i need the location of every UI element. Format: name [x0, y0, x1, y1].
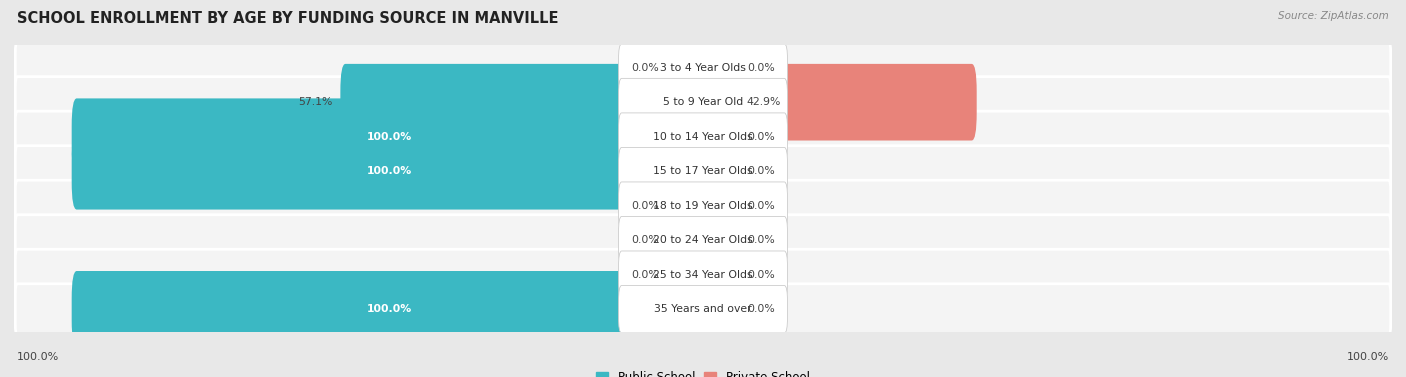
- Text: 0.0%: 0.0%: [747, 304, 775, 314]
- FancyBboxPatch shape: [15, 146, 1391, 197]
- FancyBboxPatch shape: [672, 181, 706, 230]
- FancyBboxPatch shape: [15, 77, 1391, 128]
- FancyBboxPatch shape: [700, 216, 734, 265]
- Text: 0.0%: 0.0%: [631, 235, 659, 245]
- FancyBboxPatch shape: [72, 133, 709, 210]
- FancyBboxPatch shape: [72, 98, 709, 175]
- Text: 0.0%: 0.0%: [747, 270, 775, 280]
- FancyBboxPatch shape: [700, 112, 734, 161]
- FancyBboxPatch shape: [700, 181, 734, 230]
- Text: 100.0%: 100.0%: [1347, 352, 1389, 362]
- Text: 0.0%: 0.0%: [631, 270, 659, 280]
- Text: 10 to 14 Year Olds: 10 to 14 Year Olds: [654, 132, 752, 142]
- Text: 100.0%: 100.0%: [17, 352, 59, 362]
- Text: 5 to 9 Year Old: 5 to 9 Year Old: [662, 97, 744, 107]
- Text: 100.0%: 100.0%: [367, 304, 412, 314]
- FancyBboxPatch shape: [340, 64, 709, 141]
- FancyBboxPatch shape: [619, 285, 787, 333]
- Text: 0.0%: 0.0%: [747, 132, 775, 142]
- FancyBboxPatch shape: [700, 250, 734, 299]
- FancyBboxPatch shape: [72, 271, 709, 348]
- FancyBboxPatch shape: [619, 113, 787, 161]
- FancyBboxPatch shape: [619, 216, 787, 264]
- FancyBboxPatch shape: [15, 111, 1391, 162]
- FancyBboxPatch shape: [15, 180, 1391, 231]
- FancyBboxPatch shape: [672, 216, 706, 265]
- Text: 35 Years and over: 35 Years and over: [654, 304, 752, 314]
- Text: 0.0%: 0.0%: [747, 63, 775, 73]
- FancyBboxPatch shape: [672, 250, 706, 299]
- FancyBboxPatch shape: [700, 147, 734, 196]
- FancyBboxPatch shape: [619, 44, 787, 92]
- FancyBboxPatch shape: [619, 147, 787, 195]
- FancyBboxPatch shape: [619, 251, 787, 299]
- FancyBboxPatch shape: [619, 78, 787, 126]
- Text: 57.1%: 57.1%: [298, 97, 333, 107]
- Text: 18 to 19 Year Olds: 18 to 19 Year Olds: [654, 201, 752, 211]
- Text: 15 to 17 Year Olds: 15 to 17 Year Olds: [654, 166, 752, 176]
- Legend: Public School, Private School: Public School, Private School: [592, 366, 814, 377]
- FancyBboxPatch shape: [619, 182, 787, 230]
- FancyBboxPatch shape: [15, 42, 1391, 93]
- Text: 25 to 34 Year Olds: 25 to 34 Year Olds: [654, 270, 752, 280]
- FancyBboxPatch shape: [697, 64, 977, 141]
- Text: Source: ZipAtlas.com: Source: ZipAtlas.com: [1278, 11, 1389, 21]
- Text: 42.9%: 42.9%: [747, 97, 782, 107]
- FancyBboxPatch shape: [15, 215, 1391, 266]
- FancyBboxPatch shape: [672, 43, 706, 92]
- Text: 20 to 24 Year Olds: 20 to 24 Year Olds: [654, 235, 752, 245]
- FancyBboxPatch shape: [15, 284, 1391, 335]
- Text: SCHOOL ENROLLMENT BY AGE BY FUNDING SOURCE IN MANVILLE: SCHOOL ENROLLMENT BY AGE BY FUNDING SOUR…: [17, 11, 558, 26]
- Text: 0.0%: 0.0%: [747, 235, 775, 245]
- FancyBboxPatch shape: [700, 43, 734, 92]
- Text: 0.0%: 0.0%: [747, 201, 775, 211]
- FancyBboxPatch shape: [700, 285, 734, 334]
- Text: 100.0%: 100.0%: [367, 132, 412, 142]
- Text: 100.0%: 100.0%: [367, 166, 412, 176]
- FancyBboxPatch shape: [15, 249, 1391, 300]
- Text: 0.0%: 0.0%: [631, 63, 659, 73]
- Text: 0.0%: 0.0%: [631, 201, 659, 211]
- Text: 0.0%: 0.0%: [747, 166, 775, 176]
- Text: 3 to 4 Year Olds: 3 to 4 Year Olds: [659, 63, 747, 73]
